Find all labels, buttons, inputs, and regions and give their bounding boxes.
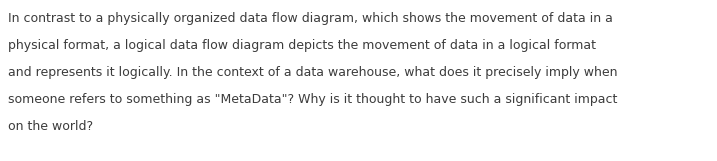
- Text: and represents it logically. In the context of a data warehouse, what does it pr: and represents it logically. In the cont…: [8, 66, 617, 79]
- Text: physical format, a logical data flow diagram depicts the movement of data in a l: physical format, a logical data flow dia…: [8, 39, 596, 52]
- Text: someone refers to something as "MetaData"? Why is it thought to have such a sign: someone refers to something as "MetaData…: [8, 93, 617, 106]
- Text: In contrast to a physically organized data flow diagram, which shows the movemen: In contrast to a physically organized da…: [8, 12, 613, 25]
- Text: on the world?: on the world?: [8, 120, 93, 133]
